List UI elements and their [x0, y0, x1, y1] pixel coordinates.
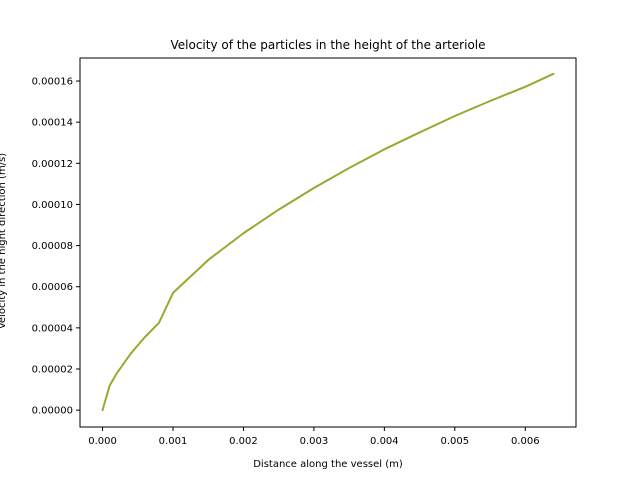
- y-tick-label: 0.00012: [32, 159, 73, 170]
- x-tick-label: 0.005: [440, 436, 469, 447]
- y-tick-label: 0.00006: [32, 282, 73, 293]
- y-tick-label: 0.00014: [32, 118, 73, 129]
- plot-frame: [79, 57, 577, 428]
- y-tick-label: 0.00002: [32, 364, 73, 375]
- x-tick-label: 0.002: [229, 436, 258, 447]
- x-axis-label: Distance along the vessel (m): [253, 459, 403, 470]
- y-tick-label: 0.00004: [32, 323, 73, 334]
- y-tick-label: 0.00010: [32, 200, 73, 211]
- x-tick-label: 0.000: [88, 436, 117, 447]
- y-axis: 0.00000 0.00002 0.00004 0.00006 0.00008 0.000…: [32, 77, 80, 417]
- x-tick-label: 0.006: [511, 436, 540, 447]
- y-tick-label: 0.00008: [32, 241, 73, 252]
- y-axis-label: Velocity in the hight direction (m/s): [0, 153, 8, 329]
- x-tick-label: 0.003: [300, 436, 329, 447]
- y-tick-label: 0.00000: [32, 406, 73, 417]
- x-tick-label: 0.004: [370, 436, 399, 447]
- x-tick-label: 0.001: [159, 436, 188, 447]
- series-layer: [101, 72, 555, 412]
- y-tick-label: 0.00016: [32, 77, 73, 88]
- x-axis: 0.000 0.001 0.002 0.003 0.004 0.005 0.006: [88, 427, 540, 447]
- chart-title: Velocity of the particles in the height …: [170, 38, 485, 52]
- series-line-0: [101, 72, 555, 412]
